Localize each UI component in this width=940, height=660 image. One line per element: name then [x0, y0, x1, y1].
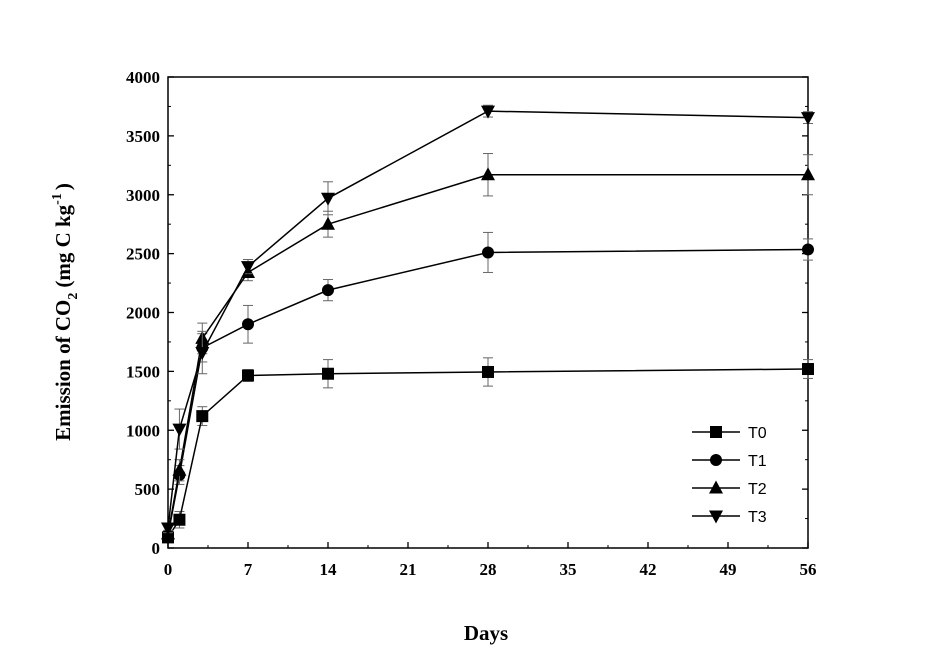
- plot-frame: [167, 76, 809, 549]
- marker-square: [482, 365, 494, 378]
- legend: T0 T1 T2 T3: [692, 425, 767, 526]
- y-axis-title: Emission of CO2 (mg C kg-1): [50, 183, 81, 441]
- legend-item-t2: T2: [692, 480, 767, 498]
- legend-label: T1: [748, 453, 767, 470]
- marker-triangle-up: [481, 167, 495, 181]
- x-axis: 0 7 14 21 28 35 42 49 56: [164, 542, 817, 579]
- series-t2: [161, 153, 815, 540]
- marker-triangle-up: [801, 167, 815, 181]
- legend-item-t1: T1: [692, 453, 767, 470]
- marker-square: [242, 369, 254, 382]
- marker-triangle-down: [709, 510, 723, 524]
- y-axis-title-close: ): [51, 183, 75, 190]
- legend-item-t3: T3: [692, 509, 767, 526]
- marker-triangle-down: [801, 112, 815, 126]
- y-tick-label: 1500: [126, 362, 160, 381]
- x-tick-label: 21: [400, 560, 417, 579]
- y-tick-label: 2000: [126, 304, 160, 323]
- marker-circle: [802, 243, 814, 256]
- x-tick-label: 56: [800, 560, 817, 579]
- marker-triangle-down: [195, 347, 210, 361]
- marker-triangle-up: [172, 462, 187, 476]
- series-line: [167, 173, 808, 535]
- marker-triangle-down: [241, 261, 255, 275]
- series-t0: [162, 357, 814, 544]
- marker-triangle-down: [161, 522, 175, 536]
- x-tick-label: 7: [244, 560, 253, 579]
- x-tick-label: 14: [320, 560, 338, 579]
- legend-label: T3: [748, 509, 767, 526]
- y-tick-label: 0: [152, 539, 161, 558]
- marker-triangle-down: [481, 105, 495, 119]
- series-t1: [162, 231, 814, 542]
- y-axis-title-sub: 2: [66, 293, 81, 300]
- marker-triangle-down: [321, 192, 335, 206]
- series-t3: [161, 104, 815, 536]
- y-tick-label: 500: [135, 480, 161, 499]
- marker-square: [322, 367, 334, 380]
- marker-circle: [242, 318, 254, 331]
- marker-square: [802, 363, 814, 376]
- y-tick-label: 3000: [126, 186, 160, 205]
- y-tick-label: 2500: [126, 245, 160, 264]
- marker-circle: [710, 454, 722, 466]
- x-axis-title: Days: [464, 621, 508, 645]
- y-tick-label: 3500: [126, 127, 160, 146]
- legend-item-t0: T0: [692, 425, 767, 442]
- marker-triangle-down: [172, 423, 187, 437]
- marker-triangle-up: [321, 216, 335, 230]
- marker-square: [710, 426, 722, 438]
- y-axis-title-sup: -1: [50, 193, 65, 205]
- y-axis-title-main: Emission of CO: [51, 300, 75, 441]
- legend-label: T2: [748, 481, 767, 498]
- marker-square: [196, 410, 209, 423]
- x-tick-label: 35: [560, 560, 577, 579]
- x-tick-label: 28: [480, 560, 497, 579]
- marker-square: [173, 513, 186, 526]
- marker-triangle-up: [709, 480, 723, 494]
- y-tick-label: 1000: [126, 421, 160, 440]
- y-axis: 0 500 1000 1500 2000 2500 3000 3500 4000: [126, 68, 808, 558]
- y-axis-title-units: (mg C kg: [51, 204, 75, 287]
- marker-circle: [482, 246, 494, 259]
- marker-circle: [322, 284, 334, 297]
- series-layer: [161, 104, 815, 544]
- x-tick-label: 42: [640, 560, 657, 579]
- x-tick-label: 0: [164, 560, 173, 579]
- legend-label: T0: [748, 425, 767, 442]
- y-tick-label: 4000: [126, 68, 160, 87]
- x-tick-label: 49: [720, 560, 737, 579]
